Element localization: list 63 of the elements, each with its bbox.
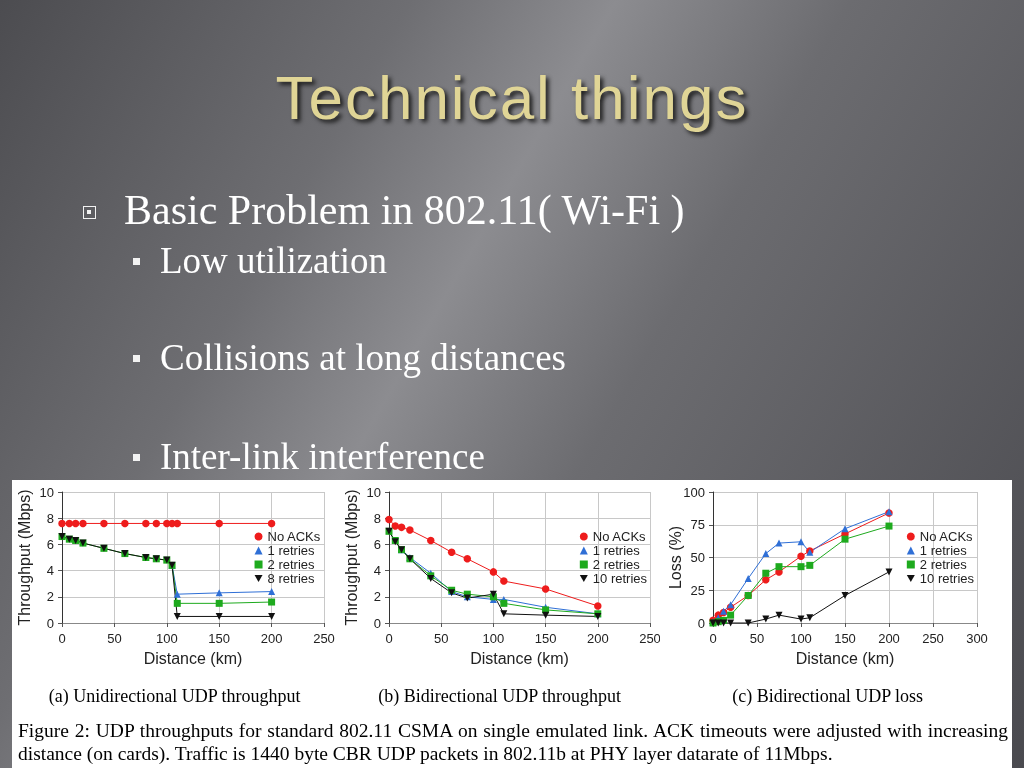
y-tick-label: 0 (697, 615, 705, 631)
text: (c) Bidirectional UDP loss (732, 686, 924, 707)
legend-label: No ACKs (267, 529, 321, 544)
y-tick-label: 4 (373, 563, 381, 579)
legend-label: 2 retries (919, 557, 968, 572)
legend-label: 1 retries (919, 543, 968, 558)
y-axis-title: Throughput (Mbps) (342, 489, 360, 626)
legend-label: No ACKs (592, 529, 647, 544)
x-tick-label: 100 (155, 631, 178, 646)
y-axis-title: Throughput (Mbps) (15, 489, 33, 626)
x-tick-label: 250 (639, 631, 661, 646)
y-tick-label: 0 (373, 615, 381, 631)
x-tick-label: 100 (790, 631, 812, 646)
y-axis-title: Loss (%) (666, 525, 684, 590)
text: Low utilization (160, 239, 388, 283)
y-tick-label: 4 (46, 563, 54, 579)
x-tick-label: 150 (534, 631, 557, 646)
legend-label: 1 retries (592, 543, 641, 558)
legend-label: 1 retries (267, 543, 315, 558)
text: (b) Bidirectional UDP throughput (378, 686, 622, 707)
x-tick-label: 250 (313, 631, 335, 646)
legend-label: No ACKs (919, 529, 974, 544)
legend-label: 10 retries (592, 571, 648, 586)
x-tick-label: 250 (922, 631, 944, 646)
x-axis-title: Distance (km) (143, 649, 243, 667)
x-tick-label: 150 (208, 631, 231, 646)
x-tick-label: 100 (482, 631, 505, 646)
legend-label: 8 retries (267, 571, 315, 586)
x-tick-label: 200 (260, 631, 283, 646)
caption: Figure 2: UDP throughputs for standard 802.11 CSMA on single emulated link. ACK timeouts were adjusted with increasing distance (on cards). Traffic is 1440 byte CBR UDP packets in 802.11b at PHY layer datarate of 11Mbps. (18, 719, 1008, 765)
text: (a) Unidirectional UDP throughput (48, 686, 301, 707)
text: Technical things (274, 62, 750, 134)
x-tick-label: 0 (58, 631, 66, 646)
x-tick-label: 50 (433, 631, 449, 646)
text: Collisions at long distances (160, 336, 566, 380)
x-tick-label: 0 (385, 631, 393, 646)
y-tick-label: 10 (366, 484, 381, 500)
y-tick-label: 0 (46, 615, 54, 631)
legend-label: 10 retries (919, 571, 975, 586)
y-tick-label: 8 (373, 510, 381, 526)
x-axis-title: Distance (km) (470, 649, 569, 667)
x-axis-title: Distance (km) (795, 649, 895, 667)
y-tick-label: 25 (690, 582, 705, 598)
x-tick-label: 150 (834, 631, 856, 646)
x-tick-label: 200 (878, 631, 900, 646)
legend-label: 2 retries (267, 557, 315, 572)
x-tick-label: 50 (749, 631, 765, 646)
y-tick-label: 6 (373, 536, 381, 552)
y-tick-label: 2 (373, 589, 381, 605)
x-tick-label: 300 (966, 631, 988, 646)
y-tick-label: 10 (39, 484, 54, 500)
y-tick-label: 6 (46, 536, 54, 552)
text: Basic Problem in 802.11( Wi-Fi ) (124, 186, 685, 235)
y-tick-label: 100 (683, 484, 705, 500)
x-tick-label: 50 (107, 631, 122, 646)
legend-label: 2 retries (592, 557, 641, 572)
y-tick-label: 75 (690, 517, 705, 533)
y-tick-label: 2 (46, 589, 54, 605)
x-tick-label: 0 (709, 631, 717, 646)
x-tick-label: 200 (586, 631, 609, 646)
text: Inter-link interference (160, 435, 485, 479)
y-tick-label: 50 (690, 550, 705, 565)
y-tick-label: 8 (46, 510, 54, 526)
